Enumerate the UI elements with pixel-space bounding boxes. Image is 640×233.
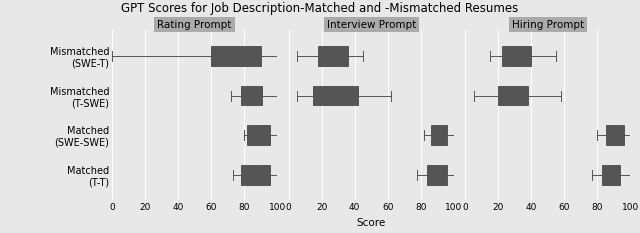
PathPatch shape — [241, 86, 262, 106]
X-axis label: Score: Score — [356, 218, 386, 228]
PathPatch shape — [431, 125, 447, 145]
PathPatch shape — [211, 46, 260, 66]
PathPatch shape — [502, 46, 531, 66]
PathPatch shape — [605, 125, 624, 145]
PathPatch shape — [314, 86, 358, 106]
Title: Rating Prompt: Rating Prompt — [157, 20, 232, 30]
PathPatch shape — [241, 165, 271, 185]
PathPatch shape — [499, 86, 528, 106]
Text: GPT Scores for Job Description-Matched and -Mismatched Resumes: GPT Scores for Job Description-Matched a… — [122, 2, 518, 15]
PathPatch shape — [248, 125, 271, 145]
Title: Hiring Prompt: Hiring Prompt — [512, 20, 584, 30]
PathPatch shape — [602, 165, 621, 185]
Title: Interview Prompt: Interview Prompt — [326, 20, 416, 30]
PathPatch shape — [318, 46, 348, 66]
PathPatch shape — [428, 165, 447, 185]
